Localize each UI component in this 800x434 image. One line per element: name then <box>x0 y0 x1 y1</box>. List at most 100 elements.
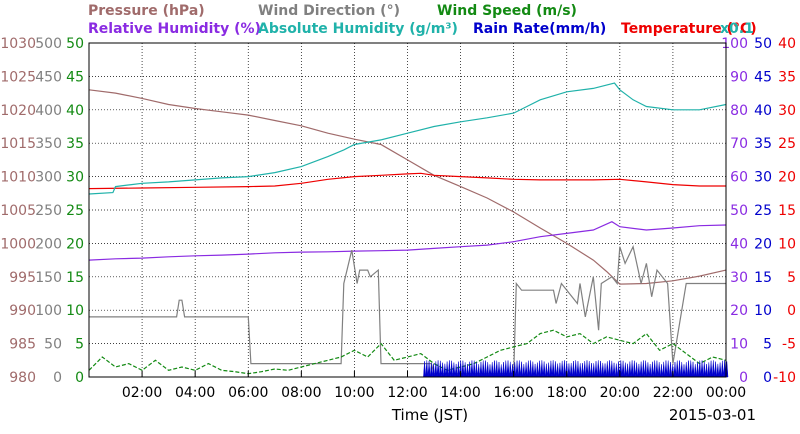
wind_dir-tick-label: 200 <box>35 236 62 252</box>
temp-tick-label: 40 <box>778 36 796 52</box>
rh-tick-label: 10 <box>730 337 748 353</box>
temp-tick-label: 15 <box>778 203 796 219</box>
wind_dir-tick-label: 400 <box>35 103 62 119</box>
series-rh <box>88 221 727 261</box>
temp-tick-label: 5 <box>787 270 796 286</box>
pressure-tick-label: 985 <box>9 337 36 353</box>
plot-area <box>88 82 729 378</box>
rain-spikes <box>423 360 729 378</box>
x-tick-label: 20:00 <box>600 385 640 401</box>
wind_speed-tick-label: 25 <box>66 203 84 219</box>
temp-tick-label: 20 <box>778 170 796 186</box>
x-tick-label: 06:00 <box>228 385 268 401</box>
x-tick-label: 14:00 <box>440 385 480 401</box>
rain-tick-label: 25 <box>754 203 772 219</box>
legend-abs_hum: Absolute Humidity (g/m³) <box>258 21 458 37</box>
x-tick-label: 10:00 <box>334 385 374 401</box>
temp-tick-label: 25 <box>778 136 796 152</box>
pressure-tick-label: 995 <box>9 270 36 286</box>
rh-tick-label: 70 <box>730 136 748 152</box>
temp-tick-label: -10 <box>773 370 796 386</box>
wind_speed-tick-label: 50 <box>66 36 84 52</box>
pressure-tick-label: 990 <box>9 303 36 319</box>
date-label: 2015-03-01 <box>669 406 756 424</box>
wind_speed-tick-label: 35 <box>66 136 84 152</box>
pressure-tick-label: 1015 <box>0 136 36 152</box>
wind_speed-tick-label: 20 <box>66 236 84 252</box>
rh-tick-label: 0 <box>739 370 748 386</box>
rh-tick-label: 50 <box>730 203 748 219</box>
temp-tick-label: -5 <box>782 337 796 353</box>
x-tick-label: 18:00 <box>547 385 587 401</box>
legend-pressure: Pressure (hPa) <box>88 3 205 19</box>
rh-tick-label: 90 <box>730 69 748 85</box>
wind_speed-tick-label: 10 <box>66 303 84 319</box>
x-tick-label: 22:00 <box>653 385 693 401</box>
pressure-tick-label: 1020 <box>0 103 36 119</box>
temp-tick-label: 30 <box>778 103 796 119</box>
temp-tick-label: 10 <box>778 236 796 252</box>
rh-tick-label: 80 <box>730 103 748 119</box>
pressure-tick-label: 1010 <box>0 170 36 186</box>
pressure-tick-label: 1030 <box>0 36 36 52</box>
wind_dir-tick-label: 350 <box>35 136 62 152</box>
rain-tick-label: 15 <box>754 270 772 286</box>
wind_dir-tick-label: 250 <box>35 203 62 219</box>
rh-tick-label: 30 <box>730 270 748 286</box>
pressure-tick-label: 1005 <box>0 203 36 219</box>
x-axis-label: Time (JST) <box>391 406 468 424</box>
left-axes: 1030102510201015101010051000995990985980… <box>0 36 84 386</box>
rain-tick-label: 50 <box>754 36 772 52</box>
legend-wind_speed: Wind Speed (m/s) <box>437 3 577 19</box>
rain-tick-label: 35 <box>754 136 772 152</box>
series-abs_hum <box>88 82 727 195</box>
rain-tick-label: 45 <box>754 69 772 85</box>
pressure-tick-label: 980 <box>9 370 36 386</box>
x-tick-label: 02:00 <box>122 385 162 401</box>
rain-tick-label: 20 <box>754 236 772 252</box>
rain-tick-label: 0 <box>763 370 772 386</box>
rain-tick-label: 10 <box>754 303 772 319</box>
rh-tick-label: 20 <box>730 303 748 319</box>
pressure-tick-label: 1000 <box>0 236 36 252</box>
wind_dir-tick-label: 50 <box>44 337 62 353</box>
x-axis: 02:00 04:00 06:00 08:00 10:00 12:00 14:00 16:00… <box>122 371 746 401</box>
wind_dir-tick-label: 150 <box>35 270 62 286</box>
rh-tick-label: 100 <box>721 36 748 52</box>
legend-wind_dir: Wind Direction (°) <box>258 3 400 19</box>
series-temp <box>88 172 726 190</box>
wind_dir-tick-label: 100 <box>35 303 62 319</box>
x-tick-label: 08:00 <box>281 385 321 401</box>
wind_speed-tick-label: 45 <box>66 69 84 85</box>
rain-tick-label: 30 <box>754 170 772 186</box>
wind_speed-tick-label: 30 <box>66 170 84 186</box>
x-tick-label: 16:00 <box>493 385 533 401</box>
legend-rain: Rain Rate(mm/h) <box>473 21 606 37</box>
series-wind_dir <box>89 244 726 375</box>
legend-temp: Temperature (°C) <box>621 21 757 37</box>
grid <box>89 43 726 377</box>
pressure-tick-label: 1025 <box>0 69 36 85</box>
wind_dir-tick-label: 0 <box>53 370 62 386</box>
legend-x01: x0.1 <box>720 21 754 37</box>
x-tick-label: 00:00 <box>706 385 746 401</box>
legend-rh: Relative Humidity (%) <box>88 21 261 37</box>
wind_speed-tick-label: 15 <box>66 270 84 286</box>
rh-tick-label: 40 <box>730 236 748 252</box>
rh-tick-label: 60 <box>730 170 748 186</box>
right-axes: 1009080706050403020100504540353025201510… <box>721 36 796 386</box>
x-tick-label: 12:00 <box>387 385 427 401</box>
wind_speed-tick-label: 5 <box>75 337 84 353</box>
wind_dir-tick-label: 450 <box>35 69 62 85</box>
wind_speed-tick-label: 40 <box>66 103 84 119</box>
series-rain <box>423 360 729 378</box>
rain-tick-label: 40 <box>754 103 772 119</box>
temp-tick-label: 0 <box>787 303 796 319</box>
wind_speed-tick-label: 0 <box>75 370 84 386</box>
legend: Pressure (hPa) Wind Direction (°) Wind Spe… <box>88 3 757 37</box>
wind_dir-tick-label: 300 <box>35 170 62 186</box>
temp-tick-label: 35 <box>778 69 796 85</box>
rain-tick-label: 5 <box>763 337 772 353</box>
x-tick-label: 04:00 <box>175 385 215 401</box>
